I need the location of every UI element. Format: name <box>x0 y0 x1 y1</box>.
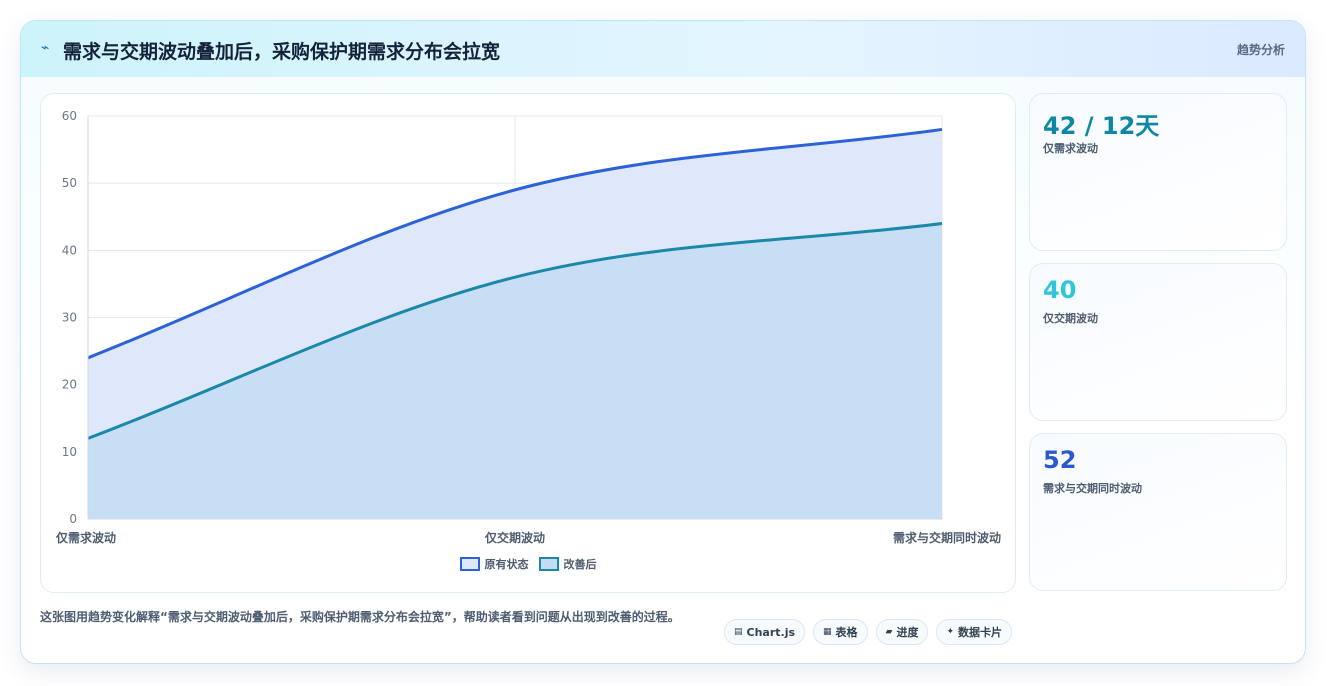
y-tick-label: 40 <box>62 243 77 257</box>
card-header: ⌁ 需求与交期波动叠加后，采购保护期需求分布会拉宽 趋势分析 <box>21 21 1305 77</box>
chip-chartjs[interactable]: ▤ Chart.js <box>723 619 806 645</box>
legend-swatch-original <box>459 557 480 571</box>
y-tick-label: 10 <box>62 445 77 459</box>
y-tick-label: 30 <box>62 311 77 325</box>
series-line-1 <box>87 221 943 440</box>
category-tag: 趋势分析 <box>1236 43 1285 57</box>
series-line-0 <box>87 127 943 360</box>
legend-label-original: 原有状态 <box>484 558 529 571</box>
feature-chips: ▤ Chart.js ▦ 表格 ▰ 进度 ✦ 数据卡片 <box>723 619 1012 645</box>
stat-label: 仅需求波动 <box>1043 142 1098 155</box>
stat-value: 52 <box>1043 446 1077 474</box>
table-icon: ▦ <box>823 627 832 637</box>
legend-item-improved[interactable]: 改善后 <box>538 556 597 572</box>
chip-progress[interactable]: ▰ 进度 <box>875 619 929 645</box>
chip-label: 进度 <box>896 626 919 639</box>
stat-card-demand: 42 / 12天 仅需求波动 <box>1029 93 1287 251</box>
chip-label: 表格 <box>835 626 858 639</box>
x-tick-label: 仅需求波动 <box>55 530 116 545</box>
trend-card: ⌁ 需求与交期波动叠加后，采购保护期需求分布会拉宽 趋势分析 0 10 20 30 40… <box>20 20 1306 664</box>
x-tick-label: 仅交期波动 <box>484 530 545 545</box>
y-tick-label: 20 <box>62 378 77 392</box>
stat-label: 仅交期波动 <box>1043 312 1098 325</box>
legend-swatch-improved <box>538 557 559 571</box>
legend-label-improved: 改善后 <box>563 558 597 571</box>
stat-value: 40 <box>1043 276 1077 304</box>
area-chart: 0 10 20 30 40 50 60 仅需求波动 仅交期波动 需求与交期同时波动 <box>55 109 1001 545</box>
stat-value: 42 / 12天 <box>1043 112 1160 140</box>
y-tick-label: 60 <box>62 109 77 123</box>
chart-legend: 原有状态 改善后 <box>41 556 1015 572</box>
stat-label: 需求与交期同时波动 <box>1043 482 1142 495</box>
stat-card-combined: 52 需求与交期同时波动 <box>1029 433 1287 591</box>
chart-panel: 0 10 20 30 40 50 60 仅需求波动 仅交期波动 需求与交期同时波动 原有状态 改善… <box>40 93 1016 593</box>
chart-icon: ▤ <box>733 627 743 637</box>
y-tick-label: 50 <box>62 176 77 190</box>
chip-data-card[interactable]: ✦ 数据卡片 <box>936 619 1012 645</box>
chip-label: 数据卡片 <box>958 626 1002 639</box>
legend-item-original[interactable]: 原有状态 <box>459 556 529 572</box>
x-tick-label: 需求与交期同时波动 <box>893 530 1001 545</box>
sparkle-icon: ✦ <box>946 627 954 637</box>
page-title: 需求与交期波动叠加后，采购保护期需求分布会拉宽 <box>63 41 501 63</box>
chip-label: Chart.js <box>746 625 796 639</box>
series-area-1 <box>88 223 942 519</box>
y-tick-label: 0 <box>69 512 77 526</box>
stat-card-leadtime: 40 仅交期波动 <box>1029 263 1287 421</box>
progress-icon: ▰ <box>885 627 893 637</box>
chart-description: 这张图用趋势变化解释“需求与交期波动叠加后，采购保护期需求分布会拉宽”，帮助读者… <box>40 610 680 624</box>
chip-table[interactable]: ▦ 表格 <box>813 619 868 645</box>
lightning-icon: ⌁ <box>41 40 50 56</box>
